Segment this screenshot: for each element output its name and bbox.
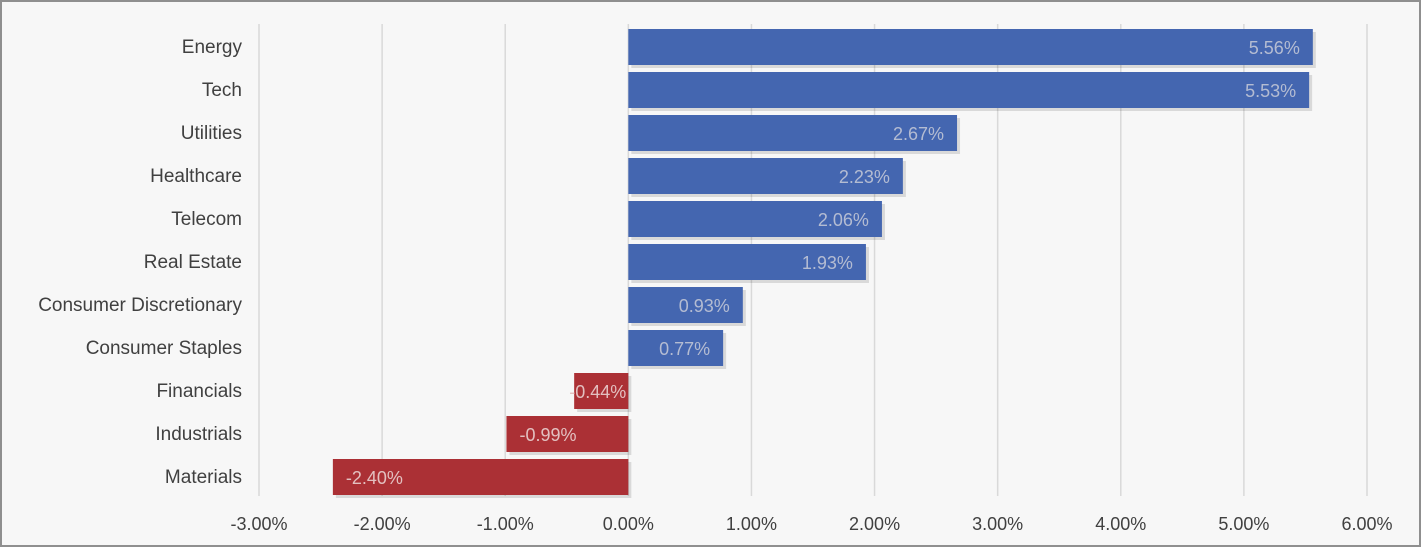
bar-financials bbox=[574, 373, 629, 409]
data-label: -2.40% bbox=[346, 468, 403, 488]
bar-utilities bbox=[628, 115, 958, 151]
x-tick-label: 4.00% bbox=[1095, 514, 1146, 534]
x-tick-label: 0.00% bbox=[603, 514, 654, 534]
category-label: Telecom bbox=[171, 209, 242, 230]
bar-healthcare bbox=[628, 158, 903, 194]
category-label: Tech bbox=[202, 80, 242, 101]
x-tick-label: 6.00% bbox=[1341, 514, 1392, 534]
bar-tech bbox=[628, 72, 1310, 108]
data-label: -0.44% bbox=[569, 382, 626, 402]
category-label: Consumer Staples bbox=[86, 338, 242, 359]
category-label: Real Estate bbox=[144, 252, 242, 273]
data-label: 5.56% bbox=[1249, 38, 1300, 58]
data-label: 1.93% bbox=[802, 253, 853, 273]
data-label: 0.93% bbox=[679, 296, 730, 316]
data-label: -0.99% bbox=[519, 425, 576, 445]
category-label: Materials bbox=[165, 467, 242, 488]
x-tick-label: -1.00% bbox=[477, 514, 534, 534]
data-label: 2.67% bbox=[893, 124, 944, 144]
category-label: Healthcare bbox=[150, 166, 242, 187]
bar-consumer-discretionary bbox=[628, 287, 743, 323]
category-label: Utilities bbox=[181, 123, 242, 144]
bar-real-estate bbox=[628, 244, 866, 280]
x-tick-label: -3.00% bbox=[230, 514, 287, 534]
bar-industrials bbox=[506, 416, 629, 452]
bar-materials bbox=[332, 459, 629, 495]
category-label: Consumer Discretionary bbox=[38, 295, 242, 316]
bar-telecom bbox=[628, 201, 882, 237]
category-label: Energy bbox=[182, 37, 243, 58]
data-label: 5.53% bbox=[1245, 81, 1296, 101]
data-label: 2.06% bbox=[818, 210, 869, 230]
category-label: Financials bbox=[156, 381, 242, 402]
data-label: 2.23% bbox=[839, 167, 890, 187]
bar-consumer-staples bbox=[628, 330, 724, 366]
x-tick-label: 5.00% bbox=[1218, 514, 1269, 534]
category-label: Industrials bbox=[155, 424, 242, 445]
x-tick-label: 3.00% bbox=[972, 514, 1023, 534]
x-tick-label: 1.00% bbox=[726, 514, 777, 534]
x-tick-label: -2.00% bbox=[354, 514, 411, 534]
data-label: 0.77% bbox=[659, 339, 710, 359]
x-tick-label: 2.00% bbox=[849, 514, 900, 534]
bar-energy bbox=[628, 29, 1313, 65]
